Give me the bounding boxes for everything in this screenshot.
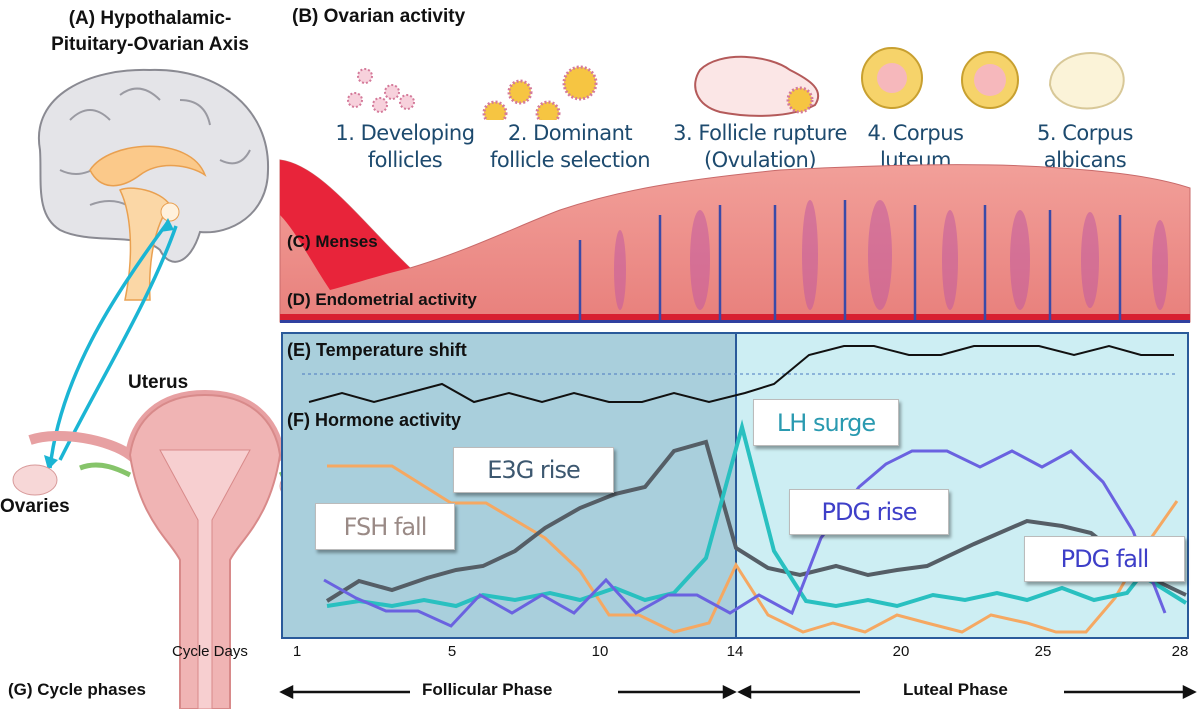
- endometrial-activity-label: (D) Endometrial activity: [287, 290, 477, 309]
- cycle-phases-label: (G) Cycle phases: [8, 680, 146, 699]
- pdg-rise-callout: PDG rise: [789, 489, 949, 535]
- developing-follicles-icon: [347, 68, 415, 113]
- tick-day-20: 20: [892, 643, 910, 660]
- corpus-albicans-icon: [1048, 52, 1125, 110]
- brain-icon: [37, 68, 270, 301]
- temperature-line: [308, 344, 1174, 404]
- luteal-background: [736, 333, 1188, 638]
- hormone-activity-label: (F) Hormone activity: [287, 410, 462, 430]
- ovarian-stages-illustration: [347, 47, 1125, 120]
- stage-3-line1: 3. Follicle rupture: [673, 121, 847, 145]
- corpus-luteum-icon: [861, 47, 1019, 109]
- endometrium-illustration: [279, 159, 1191, 323]
- follicular-phase-label: Follicular Phase: [422, 680, 553, 699]
- temperature-shift-label: (E) Temperature shift: [287, 340, 467, 360]
- stage-follicle-rupture: 3. Follicle rupture (Ovulation): [660, 120, 860, 174]
- dominant-follicle-icon: [482, 65, 598, 120]
- tick-day-25: 25: [1034, 643, 1052, 660]
- uterus-label: Uterus: [128, 372, 189, 393]
- stage-2-line2: follicle selection: [489, 148, 651, 172]
- pdg-fall-callout: PDG fall: [1024, 536, 1185, 582]
- panel-a-title-line1: (A) Hypothalamic-: [68, 8, 232, 29]
- menses-label: (C) Menses: [287, 232, 378, 251]
- panel-a-title-line2: Pituitary-Ovarian Axis: [51, 34, 249, 55]
- lh-line: [326, 419, 1188, 609]
- menses-shedding: [280, 160, 410, 290]
- hpo-axis-illustration: [12, 68, 335, 709]
- tick-day-10: 10: [591, 643, 609, 660]
- tick-day-14: 14: [726, 643, 744, 660]
- fsh-fall-callout: FSH fall: [315, 503, 455, 550]
- ovaries-label: Ovaries: [0, 496, 70, 517]
- stage-dominant-follicle: 2. Dominant follicle selection: [480, 120, 660, 174]
- lh-surge-callout: LH surge: [753, 399, 899, 446]
- luteal-phase-label: Luteal Phase: [903, 680, 1008, 699]
- tick-day-5: 5: [447, 643, 457, 660]
- e3g-rise-callout: E3G rise: [453, 447, 614, 493]
- pdg-line: [323, 449, 1167, 628]
- panel-b-title: (B) Ovarian activity: [292, 6, 466, 27]
- stage-2-line1: 2. Dominant: [507, 121, 633, 145]
- glands: [614, 200, 1168, 310]
- cycle-days-label: Cycle Days: [172, 643, 248, 660]
- panel-a-title: (A) Hypothalamic- Pituitary-Ovarian Axis: [0, 6, 300, 58]
- tick-day-28: 28: [1171, 643, 1189, 660]
- stage-4-line1: 4. Corpus: [867, 121, 964, 145]
- stage-5-line1: 5. Corpus: [1037, 121, 1133, 145]
- stage-3-line2: (Ovulation): [703, 148, 817, 172]
- stage-1-line2: follicles: [367, 148, 443, 172]
- follicle-rupture-icon: [694, 55, 820, 117]
- phase-arrows: [279, 684, 1197, 700]
- spiral-arteries: [578, 200, 1122, 320]
- stage-1-line1: 1. Developing: [335, 121, 475, 145]
- stage-developing-follicles: 1. Developing follicles: [330, 120, 480, 174]
- fsh-line: [327, 464, 1179, 634]
- tick-day-1: 1: [292, 643, 302, 660]
- e3g-line: [325, 439, 1187, 603]
